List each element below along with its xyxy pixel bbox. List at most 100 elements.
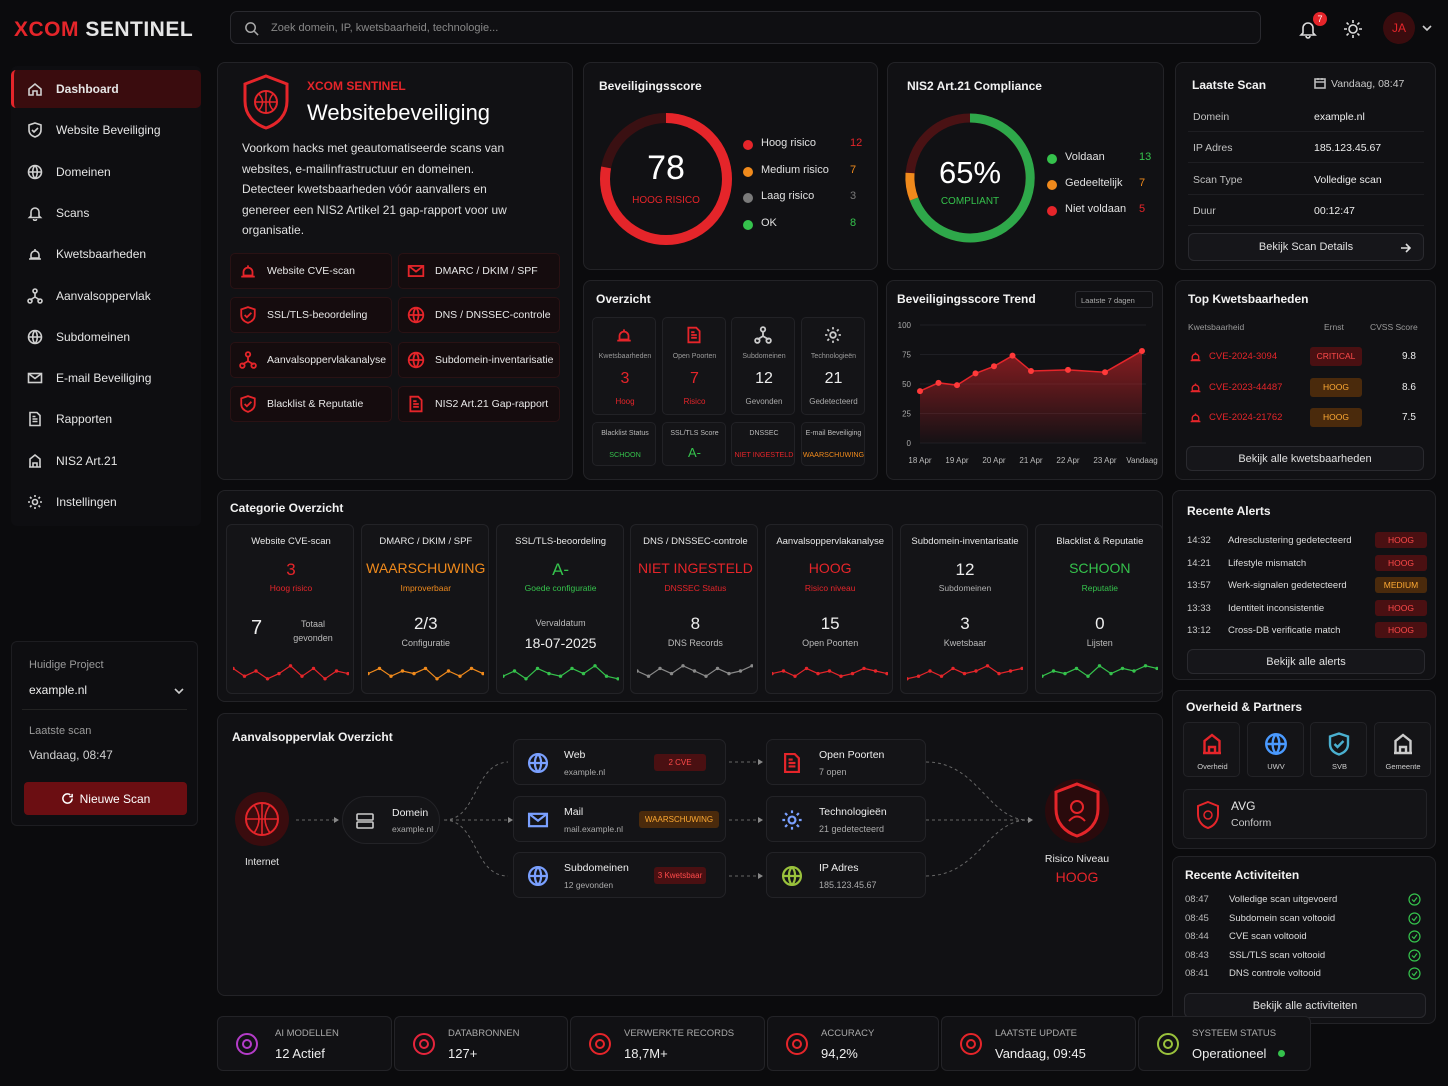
- alert-row[interactable]: 13:33 Identiteit inconsistentie HOOG: [1187, 599, 1427, 617]
- sidebar-item-e-mail-beveiliging[interactable]: E-mail Beveiliging: [11, 359, 201, 397]
- sidebar-item-instellingen[interactable]: Instellingen: [11, 483, 201, 521]
- overview-cell[interactable]: Open Poorten 7 Risico: [661, 317, 726, 415]
- attack-node-web[interactable]: Web example.nl 2 CVE: [513, 739, 726, 785]
- sidebar-item-website-beveiliging[interactable]: Website Beveiliging: [11, 111, 201, 149]
- service-chip[interactable]: NIS2 Art.21 Gap-rapport: [398, 385, 560, 422]
- check-icon: [1408, 930, 1421, 943]
- vuln-row[interactable]: CVE-2024-3094 CRITICAL 9.8: [1186, 344, 1426, 370]
- partner-overheid[interactable]: Overheid: [1183, 722, 1240, 777]
- stat-icon: [960, 1033, 982, 1055]
- sun-icon[interactable]: [1343, 19, 1363, 39]
- globe-icon: [27, 164, 43, 179]
- vuln-row[interactable]: CVE-2023-44487 HOOG 8.6: [1186, 375, 1426, 401]
- alert-row[interactable]: 14:21 Lifestyle mismatch HOOG: [1187, 554, 1427, 572]
- partners-panel: Overheid & Partners Overheid UWV SVB Gemeen…: [1172, 690, 1436, 849]
- chevron-down-icon[interactable]: [1422, 24, 1432, 32]
- alert-severity: HOOG: [1375, 554, 1427, 571]
- vuln-row[interactable]: CVE-2024-21762 HOOG 7.5: [1186, 405, 1426, 431]
- category-card[interactable]: DMARC / DKIM / SPF WAARSCHUWING Improverba…: [360, 524, 489, 694]
- alert-row[interactable]: 14:32 Adresclustering gedetecteerd HOOG: [1187, 531, 1427, 549]
- partner-label: UWV: [1267, 762, 1285, 771]
- all-vulns-button[interactable]: Bekijk alle kwetsbaarheden: [1186, 446, 1424, 471]
- stat-icon: [1157, 1033, 1179, 1055]
- all-activities-button[interactable]: Bekijk alle activiteiten: [1184, 993, 1426, 1018]
- overview-panel: Overzicht Kwetsbaarheden 3 Hoog Open Poorte…: [583, 280, 878, 480]
- legend-value: 8: [850, 217, 857, 230]
- scan-details-button[interactable]: Bekijk Scan Details: [1188, 233, 1424, 261]
- overview-status[interactable]: E-mail Beveiliging WAARSCHUWING: [800, 422, 865, 466]
- app-logo[interactable]: XCOM SENTINEL: [14, 18, 194, 41]
- service-chip[interactable]: SSL/TLS-beoordeling: [230, 297, 392, 334]
- service-label: Aanvalsoppervlakanalyse: [267, 353, 387, 366]
- nis2-sub: COMPLIANT: [940, 196, 1000, 207]
- stat-ai-modellen: AI MODELLEN 12 Actief: [217, 1016, 392, 1071]
- trend-point: [1102, 369, 1108, 376]
- attack-node-open-poorten[interactable]: Open Poorten 7 open: [766, 739, 926, 785]
- sidebar-item-nis2-art-21[interactable]: NIS2 Art.21: [11, 442, 201, 480]
- overview-cell[interactable]: Technologieën 21 Gedetecteerd: [800, 317, 865, 415]
- category-numlabel: Configuratie: [401, 638, 451, 648]
- category-big: NIET INGESTELD: [637, 560, 753, 576]
- all-alerts-button[interactable]: Bekijk alle alerts: [1187, 649, 1425, 674]
- sidebar-item-subdomeinen[interactable]: Subdomeinen: [11, 318, 201, 356]
- sidebar-item-dashboard[interactable]: Dashboard: [11, 70, 201, 108]
- new-scan-button[interactable]: Nieuwe Scan: [24, 782, 187, 815]
- sidebar-item-label: Website Beveiliging: [56, 123, 161, 138]
- sidebar-item-domeinen[interactable]: Domeinen: [11, 153, 201, 191]
- category-sparkline: [772, 666, 889, 678]
- overview-status[interactable]: DNSSEC NIET INGESTELD: [731, 422, 795, 466]
- category-card[interactable]: SSL/TLS-beoordeling A- Goede configuratie V…: [495, 524, 624, 694]
- partner-gemeente[interactable]: Gemeente: [1373, 722, 1431, 777]
- overview-status[interactable]: Blacklist Status SCHOON: [592, 422, 656, 466]
- sidebar-item-kwetsbaarheden[interactable]: Kwetsbaarheden: [11, 235, 201, 273]
- overview-status[interactable]: SSL/TLS Score A-: [661, 422, 726, 466]
- alert-row[interactable]: 13:57 Werk-signalen gedetecteerd MEDIUM: [1187, 576, 1427, 594]
- overview-cell[interactable]: Subdomeinen 12 Gevonden: [731, 317, 795, 415]
- avatar[interactable]: JA: [1383, 12, 1415, 44]
- trend-range-select[interactable]: Laatste 7 dagen: [1075, 291, 1153, 308]
- mail-icon: [527, 812, 549, 827]
- service-chip[interactable]: Website CVE-scan: [230, 253, 392, 289]
- overview-cell-sub: Hoog: [615, 397, 635, 406]
- domain-node[interactable]: Domein example.nl: [342, 796, 440, 844]
- chevron-down-icon[interactable]: [174, 687, 184, 695]
- search-input[interactable]: [271, 18, 1171, 38]
- category-name: Website CVE-scan: [251, 536, 331, 547]
- category-status: DNSSEC Status: [664, 583, 727, 593]
- attack-node-mail[interactable]: Mail mail.example.nl WAARSCHUWING: [513, 795, 726, 842]
- overview-cell-value: 12: [755, 370, 773, 387]
- category-card[interactable]: Blacklist & Reputatie SCHOON Reputatie 0 Lij…: [1034, 524, 1163, 694]
- partner-uwv[interactable]: UWV: [1246, 722, 1304, 777]
- sidebar-item-scans[interactable]: Scans: [11, 194, 201, 232]
- service-chip[interactable]: Subdomein-inventarisatie: [398, 341, 560, 378]
- status-dot: [1278, 1050, 1285, 1057]
- alert-row[interactable]: 13:12 Cross-DB verificatie match HOOG: [1187, 621, 1427, 639]
- service-chip[interactable]: DNS / DNSSEC-controle: [398, 297, 560, 334]
- sidebar-item-aanvalsoppervlak[interactable]: Aanvalsoppervlak: [11, 277, 201, 315]
- partner-svb[interactable]: SVB: [1310, 722, 1367, 777]
- service-chip[interactable]: Aanvalsoppervlakanalyse: [230, 341, 392, 378]
- category-card[interactable]: Aanvalsoppervlakanalyse HOOG Risico niveau…: [765, 524, 894, 694]
- overview-cell[interactable]: Kwetsbaarheden 3 Hoog: [592, 317, 656, 415]
- service-chip[interactable]: Blacklist & Reputatie: [230, 385, 392, 422]
- overview-cell-sub: Risico: [683, 397, 706, 406]
- project-select[interactable]: example.nl: [29, 683, 88, 697]
- service-chip[interactable]: DMARC / DKIM / SPF: [398, 253, 560, 289]
- bell-icon[interactable]: [1298, 19, 1318, 39]
- attack-node-ip-adres[interactable]: IP Adres 185.123.45.67: [766, 852, 926, 898]
- category-card[interactable]: Subdomein-inventarisatie 12 Subdomeinen 3 Kw…: [900, 524, 1028, 694]
- attack-node-subdomeinen[interactable]: Subdomeinen 12 gevonden 3 Kwetsbaar: [513, 852, 726, 898]
- last-scan-value: Vandaag, 08:47: [29, 748, 113, 762]
- avg-card[interactable]: AVG Conform: [1183, 789, 1427, 839]
- security-score-panel: Beveiligingsscore 78 HOOG RISICO Hoog ri…: [583, 62, 878, 270]
- sidebar-item-rapporten[interactable]: Rapporten: [11, 400, 201, 438]
- category-card[interactable]: Website CVE-scan 3 Hoog risico 7 Totaal gevo…: [226, 524, 354, 694]
- alert-severity: MEDIUM: [1375, 577, 1427, 593]
- partners-title: Overheid & Partners: [1186, 700, 1303, 714]
- attack-node-technologie-n[interactable]: Technologieën 21 gedetecteerd: [766, 795, 926, 842]
- category-num: 7: [251, 617, 263, 639]
- refresh-icon: [61, 793, 73, 804]
- search-bar[interactable]: [230, 11, 1261, 44]
- vuln-score: 9.8: [1402, 351, 1416, 362]
- category-card[interactable]: DNS / DNSSEC-controle NIET INGESTELD DNSSE…: [630, 524, 759, 694]
